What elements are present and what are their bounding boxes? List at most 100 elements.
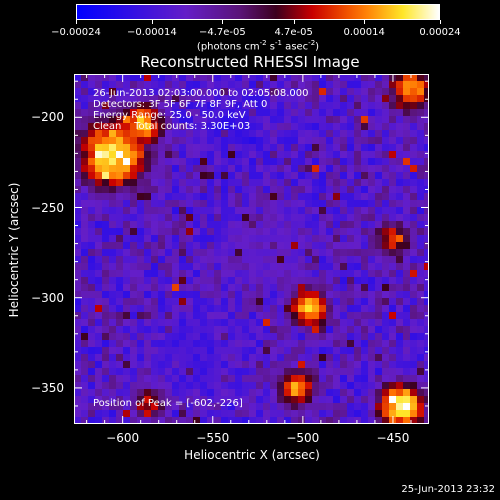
heatmap-cell [277,186,285,194]
heatmap-cell [319,340,327,348]
heatmap-cell [319,158,327,166]
heatmap-cell [319,361,327,369]
heatmap-cell [109,347,117,355]
heatmap-cell [95,277,103,285]
heatmap-cell [151,235,159,243]
heatmap-cell [151,284,159,292]
heatmap-cell [81,347,89,355]
heatmap-cell [417,319,425,327]
heatmap-cell [116,123,124,131]
heatmap-cell [193,326,201,334]
heatmap-cell [361,137,369,145]
heatmap-cell [130,368,138,376]
heatmap-cell [403,151,411,159]
heatmap-cell [235,417,243,424]
heatmap-cell [74,277,82,285]
heatmap-cell [242,347,250,355]
heatmap-cell [109,207,117,215]
heatmap-cell [249,186,257,194]
heatmap-cell [389,214,397,222]
heatmap-cell [298,186,306,194]
heatmap-cell [256,158,264,166]
heatmap-cell [312,235,320,243]
heatmap-cell [333,165,341,173]
heatmap-cell [116,186,124,194]
heatmap-cell [270,228,278,236]
heatmap-cell [165,95,173,103]
heatmap-cell [235,256,243,264]
heatmap-cell [193,312,201,320]
heatmap-cell [256,214,264,222]
heatmap-cell [305,403,313,411]
heatmap-cell [102,249,110,257]
heatmap-cell [270,137,278,145]
heatmap-cell [284,389,292,397]
heatmap-cell [179,312,187,320]
heatmap-cell [179,235,187,243]
heatmap-cell [326,200,334,208]
heatmap-cell [207,207,215,215]
heatmap-cell [235,319,243,327]
heatmap-cell [165,270,173,278]
heatmap-cell [151,417,159,424]
heatmap-cell [277,102,285,110]
heatmap-cell [305,284,313,292]
heatmap-cell [214,249,222,257]
heatmap-cell [242,242,250,250]
heatmap-cell [298,151,306,159]
heatmap-cell [340,221,348,229]
heatmap-cell [298,298,306,306]
heatmap-cell [291,88,299,96]
heatmap-cell [172,151,180,159]
heatmap-cell [81,137,89,145]
heatmap-cell [130,81,138,89]
heatmap-cell [242,403,250,411]
heatmap-cell [179,396,187,404]
heatmap-cell [256,74,264,82]
heatmap-cell [361,116,369,124]
heatmap-cell [179,403,187,411]
heatmap-cell [389,305,397,313]
heatmap-cell [270,123,278,131]
heatmap-cell [81,81,89,89]
heatmap-cell [95,298,103,306]
heatmap-cell [179,319,187,327]
heatmap-cell [291,284,299,292]
heatmap-cell [74,256,82,264]
heatmap-cell [144,74,152,82]
heatmap-cell [396,417,404,424]
heatmap-cell [263,172,271,180]
heatmap-cell [95,270,103,278]
heatmap-cell [326,256,334,264]
heatmap-cell [109,375,117,383]
heatmap-cell [284,326,292,334]
heatmap-cell [221,291,229,299]
heatmap-cell [319,179,327,187]
heatmap-cell [305,368,313,376]
heatmap-cell [291,256,299,264]
heatmap-cell [228,256,236,264]
heatmap-cell [200,88,208,96]
heatmap-cell [151,298,159,306]
heatmap-cell [410,172,418,180]
heatmap-cell [424,165,429,173]
heatmap-cell [382,347,390,355]
heatmap-cell [312,368,320,376]
heatmap-cell [284,340,292,348]
heatmap-cell [424,333,429,341]
heatmap-cell [95,291,103,299]
heatmap-cell [172,396,180,404]
y-tick-label: −250 [31,200,64,215]
heatmap-cell [116,417,124,424]
heatmap-cell [221,382,229,390]
heatmap-cell [207,109,215,117]
heatmap-cell [298,319,306,327]
heatmap-cell [165,298,173,306]
heatmap-cell [144,361,152,369]
heatmap-cell [88,74,96,82]
heatmap-cell [326,277,334,285]
heatmap-cell [312,277,320,285]
heatmap-cell [312,361,320,369]
heatmap-cell [333,312,341,320]
heatmap-cell [221,193,229,201]
